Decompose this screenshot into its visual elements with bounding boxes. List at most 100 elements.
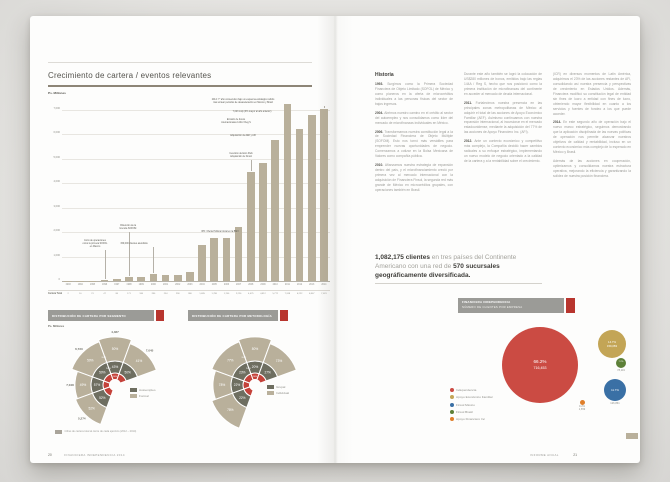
paragraph-year-lead: 2014. [553, 120, 564, 125]
legend-label: Formal [139, 394, 149, 398]
portfolio-value-cell: 6,807 [308, 293, 315, 295]
footnote-text: Cifras de cartera total al cierre de cad… [64, 430, 137, 434]
bar [125, 276, 133, 281]
history-paragraph: 1993. Surgimos como la Primera Sociedad … [375, 82, 453, 106]
bubble-circle: 14.7% 159,083 [598, 330, 626, 358]
event-annotation-line: 2014: 7º año consecutivo bajo un esquema… [211, 99, 275, 101]
portfolio-value-cell: 7,023 [321, 293, 327, 295]
right-footer-text: INFORME ANUAL [530, 453, 559, 457]
x-axis-year-label: 1995 [89, 284, 96, 286]
cartera-total-label: Cartera Total [48, 293, 62, 295]
fan-sector [71, 341, 108, 378]
y-axis-label: 0 [58, 278, 60, 281]
fan-label: 27% [265, 370, 272, 374]
fan-label: 50% [87, 358, 94, 362]
legend-swatch [450, 409, 454, 414]
history-paragraph: 2014. En este segundo año de operación b… [553, 120, 631, 155]
bar [259, 163, 267, 281]
x-axis-year-label: 2005 [211, 284, 217, 286]
bubble-inside-label: 716,453 [533, 365, 547, 370]
grid-line [62, 281, 330, 282]
event-annotation-line: Emisión de bonos [226, 119, 246, 121]
bubble-inside-label: 159,083 [606, 344, 618, 348]
page-title: Crecimiento de cartera / eventos relevan… [48, 71, 212, 80]
fan-label: 50% [112, 347, 119, 351]
fan-label: 50% [99, 370, 106, 374]
bar [198, 244, 206, 281]
bar [222, 238, 231, 281]
segment-legend: Autoempleo Formal [130, 388, 170, 402]
footnote-swatch [55, 430, 62, 434]
y-axis-label: 3,000 [53, 204, 61, 208]
legend-item: Grupal [267, 385, 285, 389]
paragraph-year-lead: 2011. [464, 100, 476, 105]
portfolio-value-cell: 47 [103, 293, 106, 295]
fan-label: 20% [252, 365, 259, 369]
history-paragraph: 2004. Abrimos nuestro camino en el crédi… [375, 110, 453, 125]
bubble-below-label: 0.2% 1,659 [562, 405, 602, 412]
legend-swatch [130, 388, 137, 392]
fan-label: 49% [80, 383, 87, 387]
left-footer-text: FINANCIERA INDEPENDENCIA 2014 [64, 453, 125, 457]
fan-label: 22% [234, 383, 241, 387]
fan-sector [211, 392, 248, 429]
event-annotation-line: Inversión de Eton Park [229, 153, 253, 155]
annotation-pointer-line [323, 106, 325, 109]
bubble-inside-label: 14.7% [608, 339, 616, 344]
bar [320, 109, 328, 281]
stat-divider-rule [375, 283, 542, 284]
bubble-circle [579, 399, 585, 405]
grid-line [62, 207, 330, 209]
fan-label: 77% [227, 358, 234, 362]
legend-item: Formal [130, 394, 149, 398]
portfolio-value-cell: 7,248 [284, 293, 291, 295]
legend-label: Individual [276, 391, 290, 395]
x-axis-year-label: 1997 [114, 284, 120, 286]
grid-line [62, 158, 330, 160]
legend-item: Autoempleo [130, 388, 156, 392]
method-panel-header: DISTRIBUCIÓN DE CARTERA POR METODOLOGÍA [188, 310, 278, 321]
event-annotation: Inversión de Eton Park Adquisición de Fin… [195, 153, 287, 159]
legend-label: Independencia [456, 388, 477, 392]
annotation-pointer-line [104, 250, 106, 279]
history-paragraph: Además de las acciones en cooperación, o… [553, 159, 631, 178]
fan-label: 2014 [113, 376, 118, 378]
bar [76, 280, 85, 281]
left-footer: 20 FINANCIERA INDEPENDENCIA 2014 [48, 443, 125, 461]
paragraph-year-lead: 2010. [375, 163, 385, 168]
x-axis-year-label: 2010 [272, 284, 278, 286]
event-annotation: 7,023 mdp (3% mayor al año anterior) [206, 111, 298, 114]
bar [64, 280, 72, 281]
x-axis-year-label: 2013 [309, 284, 315, 286]
bar [186, 271, 194, 281]
legend-label: Finsol Brasil [456, 409, 473, 414]
bubble-below-line: 78,119 [617, 368, 625, 372]
event-annotation-line: Adquisición de AEF y AFI [230, 135, 256, 137]
x-axis-year-label: 2008 [248, 284, 254, 286]
annotation-pointer-line [153, 247, 154, 274]
bubble-circle: 7.2% [616, 358, 626, 368]
legend-item: Apoyo Financiero Inc [450, 417, 485, 422]
fan-label: 2012 [241, 357, 246, 359]
event-annotation: Adquisición de AEF y AFI [197, 135, 289, 138]
clients-panel-title-line1: FINANCIERA INDEPENDENCIA [462, 300, 511, 304]
legend-item: Finsol México [450, 402, 475, 407]
fan-sector [122, 343, 157, 378]
y-axis-label: 5,000 [53, 155, 61, 159]
x-axis-year-label: 2012 [297, 284, 303, 286]
fan-label: 2012 [101, 357, 106, 359]
legend-swatch [450, 395, 454, 400]
portfolio-value-cell: 258 [175, 293, 180, 295]
legend-label: Grupal [276, 385, 286, 389]
history-column-2: Durante este año también se logró la col… [464, 72, 542, 253]
portfolio-value-cell: 380 [188, 293, 192, 295]
x-axis-year-label: 2009 [260, 284, 266, 286]
fan-sector [237, 336, 273, 364]
report-spread: Crecimiento de cartera / eventos relevan… [30, 16, 640, 463]
legend-item: Apoyo Económico Familiar [450, 395, 493, 400]
bubble-below-line: 126,861 [610, 401, 620, 405]
event-annotation-line: Inicio de operaciones [84, 240, 106, 242]
clients-legend: Independencia Apoyo Económico Familiar Fin… [450, 388, 525, 428]
y-axis-label: 1,000 [53, 253, 61, 257]
right-page-number: 21 [573, 453, 578, 457]
